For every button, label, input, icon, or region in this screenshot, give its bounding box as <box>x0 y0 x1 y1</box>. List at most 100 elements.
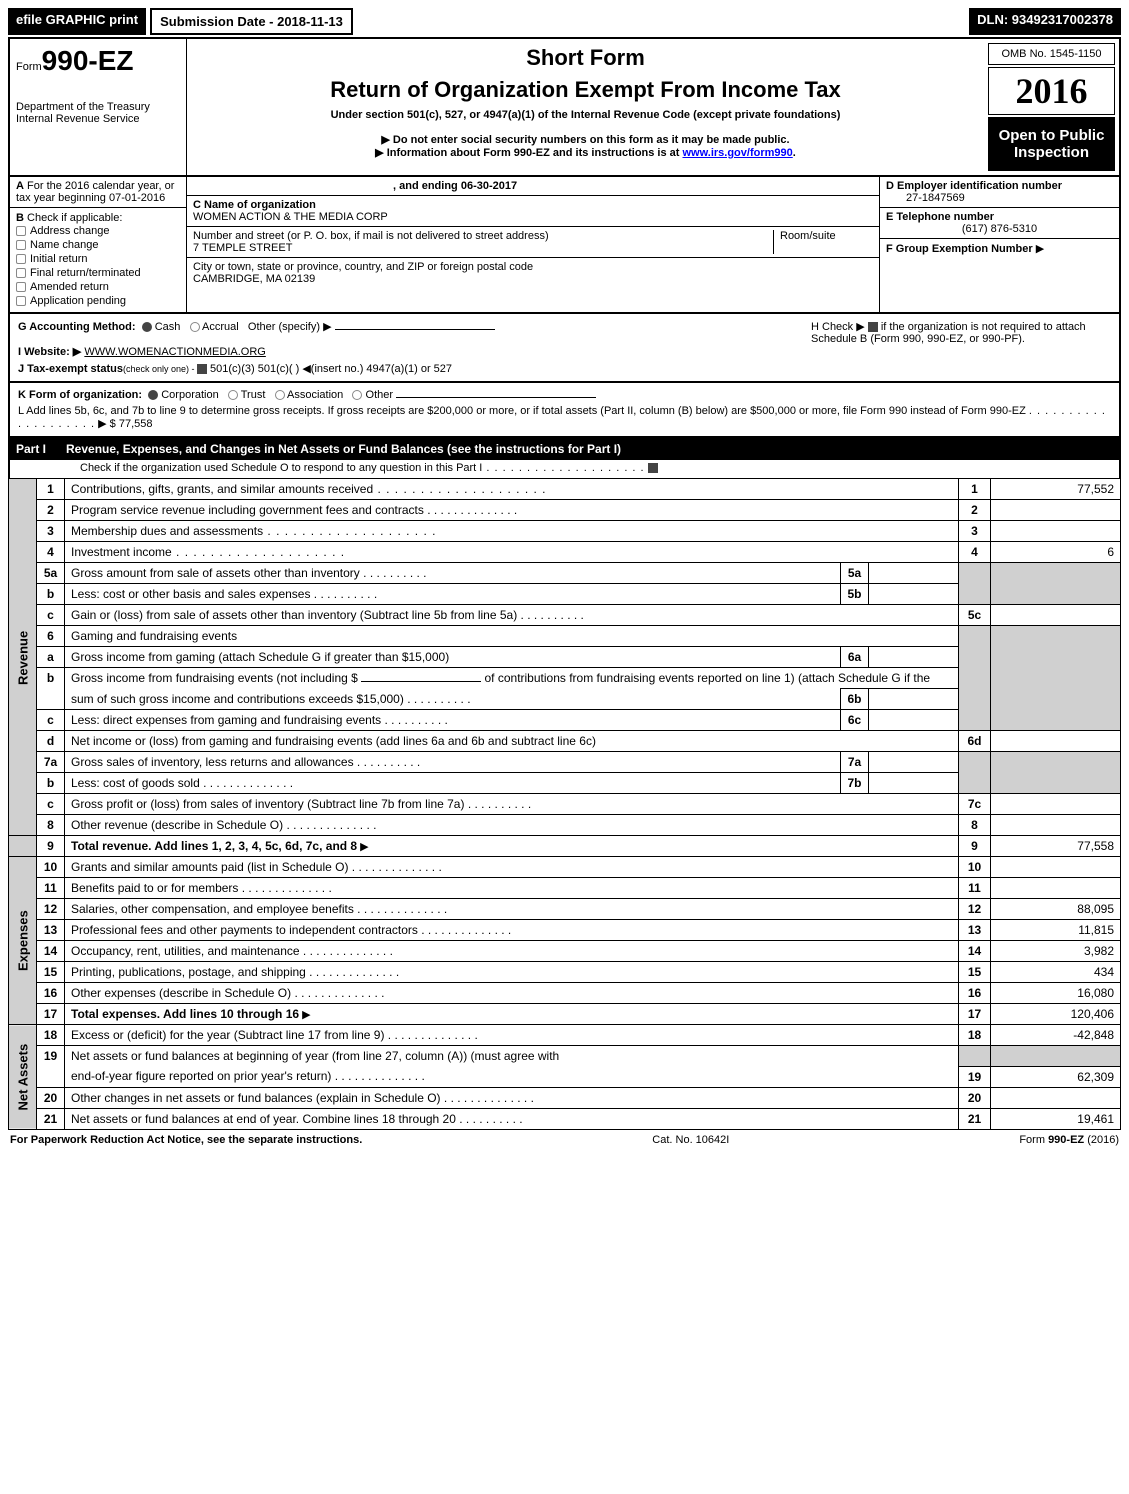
website[interactable]: WWW.WOMENACTIONMEDIA.ORG <box>84 346 265 358</box>
line-15-col: 15 <box>959 962 991 983</box>
line-13-col: 13 <box>959 920 991 941</box>
b-item-2: Initial return <box>30 253 87 265</box>
line-14-val: 3,982 <box>991 941 1121 962</box>
d-label: D Employer identification number <box>886 180 1062 192</box>
info-post: . <box>793 147 796 159</box>
line-7a-num: 7a <box>37 752 65 773</box>
street: 7 TEMPLE STREET <box>193 242 292 254</box>
ghij-block: G Accounting Method: Cash Accrual Other … <box>8 314 1121 383</box>
line-7a-desc: Gross sales of inventory, less returns a… <box>71 755 354 769</box>
line-2-desc: Program service revenue including govern… <box>71 503 517 517</box>
line-17-num: 17 <box>37 1004 65 1025</box>
h-text1: H Check ▶ <box>811 321 865 333</box>
line-1-desc: Contributions, gifts, grants, and simila… <box>71 482 547 496</box>
line-7c-desc: Gross profit or (loss) from sales of inv… <box>71 797 464 811</box>
line-5c-desc: Gain or (loss) from sale of assets other… <box>71 608 517 622</box>
footer-right-pre: Form <box>1019 1134 1048 1146</box>
irs-link[interactable]: www.irs.gov/form990 <box>683 147 793 159</box>
line-18-desc: Excess or (deficit) for the year (Subtra… <box>71 1028 384 1042</box>
line-5b-desc: Less: cost or other basis and sales expe… <box>71 587 377 601</box>
line-21-num: 21 <box>37 1108 65 1129</box>
line-9-col: 9 <box>959 836 991 857</box>
page-footer: For Paperwork Reduction Act Notice, see … <box>8 1130 1121 1150</box>
instructions-info: ▶ Information about Form 990-EZ and its … <box>197 146 974 159</box>
line-7b-desc: Less: cost of goods sold <box>71 776 200 790</box>
line-16-val: 16,080 <box>991 983 1121 1004</box>
radio-assoc[interactable] <box>275 390 285 400</box>
radio-accrual[interactable] <box>190 322 200 332</box>
checkbox-schedule-b[interactable] <box>868 322 878 332</box>
line-6c-num: c <box>37 710 65 731</box>
checkbox-final-return[interactable] <box>16 268 26 278</box>
efile-print-button[interactable]: efile GRAPHIC print <box>8 8 146 35</box>
line-4-val: 6 <box>991 542 1121 563</box>
header-right: OMB No. 1545-1150 2016 Open to Public In… <box>984 39 1119 175</box>
checkbox-amended[interactable] <box>16 282 26 292</box>
line-1-num: 1 <box>37 479 65 500</box>
line-14-col: 14 <box>959 941 991 962</box>
b-item-5: Application pending <box>30 295 126 307</box>
line-8-desc: Other revenue (describe in Schedule O) <box>71 818 283 832</box>
form-header: Form990-EZ Department of the Treasury In… <box>8 37 1121 177</box>
i-label: I Website: ▶ <box>18 346 81 358</box>
checkbox-pending[interactable] <box>16 296 26 306</box>
form-title: Return of Organization Exempt From Incom… <box>197 77 974 103</box>
line-16-col: 16 <box>959 983 991 1004</box>
line-7c-val <box>991 794 1121 815</box>
line-13-desc: Professional fees and other payments to … <box>71 923 418 937</box>
line-10-val <box>991 857 1121 878</box>
city-label: City or town, state or province, country… <box>193 261 533 273</box>
line-13-num: 13 <box>37 920 65 941</box>
radio-other[interactable] <box>352 390 362 400</box>
part-1-label: Part I <box>16 442 46 456</box>
dln: DLN: 93492317002378 <box>969 8 1121 35</box>
line-16-num: 16 <box>37 983 65 1004</box>
line-5b-m: 5b <box>841 584 869 605</box>
line-9-num: 9 <box>37 836 65 857</box>
line-6a-m: 6a <box>841 647 869 668</box>
f-arrow: ▶ <box>1036 243 1044 255</box>
line-3-num: 3 <box>37 521 65 542</box>
line-6b-desc2: of contributions from fundraising events… <box>485 671 931 685</box>
line-7b-num: b <box>37 773 65 794</box>
line-5c-col: 5c <box>959 605 991 626</box>
line-5a-num: 5a <box>37 563 65 584</box>
header-mid: Short Form Return of Organization Exempt… <box>187 39 984 175</box>
line-6d-num: d <box>37 731 65 752</box>
org-name: WOMEN ACTION & THE MEDIA CORP <box>193 211 388 223</box>
irs: Internal Revenue Service <box>16 113 180 125</box>
checkbox-name-change[interactable] <box>16 240 26 250</box>
checkbox-schedule-o[interactable] <box>648 463 658 473</box>
l-text: L Add lines 5b, 6c, and 7b to line 9 to … <box>18 405 1026 417</box>
line-9-desc: Total revenue. Add lines 1, 2, 3, 4, 5c,… <box>71 839 357 853</box>
line-12-val: 88,095 <box>991 899 1121 920</box>
line-16-desc: Other expenses (describe in Schedule O) <box>71 986 291 1000</box>
city: CAMBRIDGE, MA 02139 <box>193 273 315 285</box>
line-6-num: 6 <box>37 626 65 647</box>
section-b: A For the 2016 calendar year, or tax yea… <box>10 177 187 312</box>
e-label: E Telephone number <box>886 211 994 223</box>
line-8-col: 8 <box>959 815 991 836</box>
line-12-desc: Salaries, other compensation, and employ… <box>71 902 354 916</box>
omb-number: OMB No. 1545-1150 <box>988 43 1115 65</box>
l-amount: ▶ $ 77,558 <box>98 418 152 430</box>
checkbox-address-change[interactable] <box>16 226 26 236</box>
checkbox-501c3[interactable] <box>197 364 207 374</box>
submission-date: Submission Date - 2018-11-13 <box>150 8 353 35</box>
line-11-desc: Benefits paid to or for members <box>71 881 238 895</box>
g-other: Other (specify) ▶ <box>248 321 332 333</box>
checkbox-initial-return[interactable] <box>16 254 26 264</box>
line-1-val: 77,552 <box>991 479 1121 500</box>
line-18-val: -42,848 <box>991 1025 1121 1046</box>
line-6a-mv <box>869 647 959 668</box>
radio-cash[interactable] <box>142 322 152 332</box>
ein: 27-1847569 <box>906 192 965 204</box>
expenses-side-label: Expenses <box>9 857 37 1025</box>
line-6b-desc1: Gross income from fundraising events (no… <box>71 671 358 685</box>
radio-corp[interactable] <box>148 390 158 400</box>
b-item-0: Address change <box>30 225 110 237</box>
header-left: Form990-EZ Department of the Treasury In… <box>10 39 187 175</box>
line-21-val: 19,461 <box>991 1108 1121 1129</box>
line-6c-mv <box>869 710 959 731</box>
radio-trust[interactable] <box>228 390 238 400</box>
